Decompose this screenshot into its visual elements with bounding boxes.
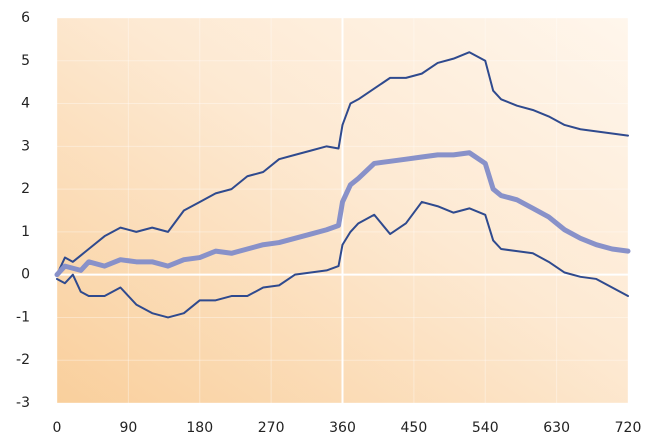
x-tick-label: 270 (258, 420, 285, 436)
y-tick-label: 5 (21, 53, 30, 69)
y-tick-label: -1 (16, 309, 30, 325)
x-tick-label: 0 (53, 420, 62, 436)
y-tick-label: -3 (16, 395, 30, 411)
y-tick-label: 6 (21, 10, 30, 26)
y-tick-label: 1 (21, 224, 30, 240)
x-tick-label: 90 (119, 420, 137, 436)
x-tick-label: 720 (615, 420, 642, 436)
series-line (56, 51, 629, 276)
y-tick-label: 3 (21, 138, 30, 154)
x-tick-label: 450 (401, 420, 428, 436)
series-line (54, 150, 631, 278)
y-tick-label: 2 (21, 181, 30, 197)
y-tick-label: 0 (21, 267, 30, 283)
y-tick-label: -2 (16, 352, 30, 368)
series-line (56, 200, 629, 319)
x-tick-label: 630 (543, 420, 570, 436)
y-tick-label: 4 (21, 96, 30, 112)
x-tick-label: 360 (329, 420, 356, 436)
x-tick-label: 180 (186, 420, 213, 436)
x-tick-label: 540 (472, 420, 499, 436)
